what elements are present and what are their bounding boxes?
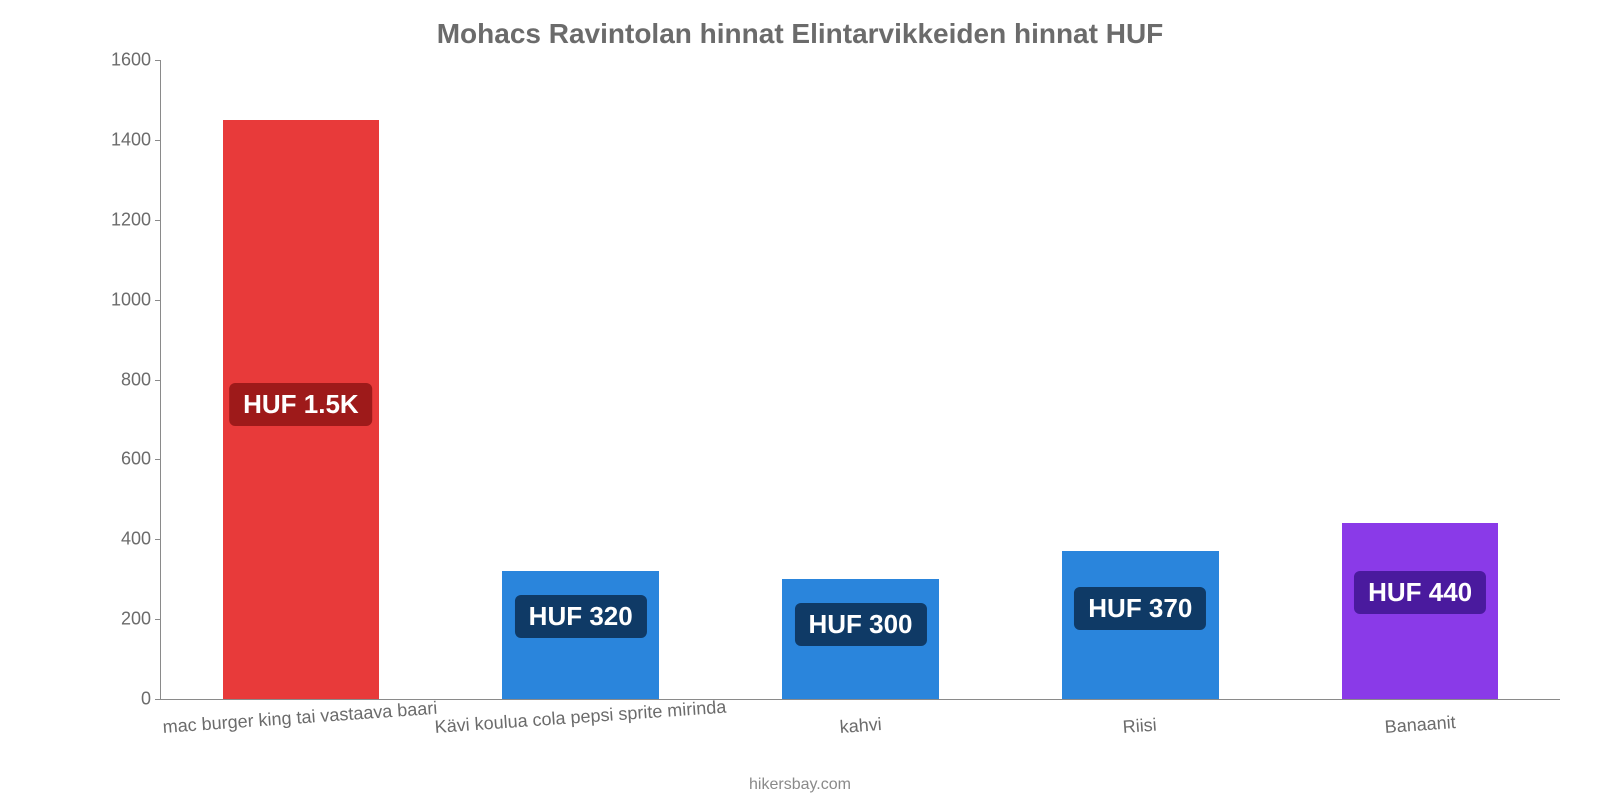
value-badge: HUF 320 [515, 595, 647, 638]
y-tick-label: 600 [101, 449, 151, 470]
plot-area: 02004006008001000120014001600HUF 1.5KHUF… [160, 60, 1560, 700]
x-tick-label: Riisi [1122, 715, 1157, 738]
y-tick-mark [155, 140, 161, 141]
y-tick-label: 200 [101, 609, 151, 630]
value-badge: HUF 300 [794, 603, 926, 646]
y-tick-mark [155, 220, 161, 221]
x-tick-label: kahvi [839, 714, 882, 738]
y-tick-label: 1200 [101, 209, 151, 230]
y-tick-mark [155, 619, 161, 620]
x-tick-label: mac burger king tai vastaava baari [162, 698, 438, 738]
value-badge: HUF 370 [1074, 587, 1206, 630]
bar-chart: Mohacs Ravintolan hinnat Elintarvikkeide… [0, 0, 1600, 800]
attribution-text: hikersbay.com [0, 776, 1600, 794]
y-tick-label: 1600 [101, 50, 151, 71]
value-badge: HUF 440 [1354, 571, 1486, 614]
y-tick-label: 1000 [101, 289, 151, 310]
y-tick-mark [155, 699, 161, 700]
y-tick-mark [155, 60, 161, 61]
y-tick-mark [155, 380, 161, 381]
y-tick-label: 800 [101, 369, 151, 390]
y-tick-mark [155, 300, 161, 301]
chart-title: Mohacs Ravintolan hinnat Elintarvikkeide… [0, 18, 1600, 50]
y-tick-mark [155, 459, 161, 460]
x-tick-label: Banaanit [1384, 712, 1456, 738]
y-tick-label: 400 [101, 529, 151, 550]
x-tick-label: Kävi koulua cola pepsi sprite mirinda [434, 697, 727, 738]
y-tick-label: 1400 [101, 129, 151, 150]
y-tick-mark [155, 539, 161, 540]
value-badge: HUF 1.5K [229, 383, 373, 426]
y-tick-label: 0 [101, 689, 151, 710]
